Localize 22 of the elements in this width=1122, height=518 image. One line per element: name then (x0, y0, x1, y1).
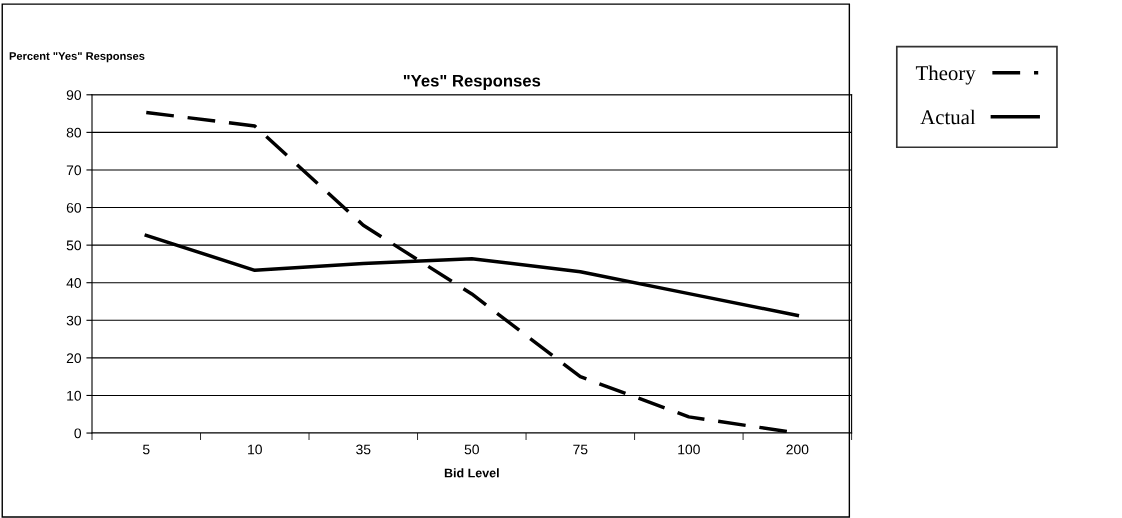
y-tick-label: 30 (66, 315, 82, 326)
y-tick-label: 10 (67, 390, 82, 401)
legend-label: Theory (915, 65, 976, 85)
y-tick-label: 40 (66, 278, 82, 288)
legend-label: Actual (920, 109, 976, 125)
x-tick-label: 50 (464, 444, 479, 455)
y-tick-label: 0 (74, 428, 82, 439)
x-tick-label: 10 (248, 444, 262, 455)
x-tick-label: 75 (573, 444, 588, 455)
y-tick-label: 50 (66, 240, 82, 251)
y-tick-label: 60 (66, 202, 82, 213)
chart-title: "Yes" Responses (403, 74, 541, 90)
x-tick-label: 5 (142, 444, 150, 455)
x-tick-label: 100 (678, 444, 700, 455)
x-axis-title: Bid Level (444, 468, 499, 478)
x-tick-label: 35 (356, 444, 371, 455)
y-tick-label: 70 (66, 165, 82, 176)
x-tick-label: 200 (786, 444, 809, 455)
y-tick-label: 20 (66, 353, 82, 364)
y-tick-label: 90 (66, 90, 82, 100)
y-tick-label: 80 (66, 127, 82, 138)
y-axis-title: Percent "Yes" Responses (9, 52, 145, 63)
